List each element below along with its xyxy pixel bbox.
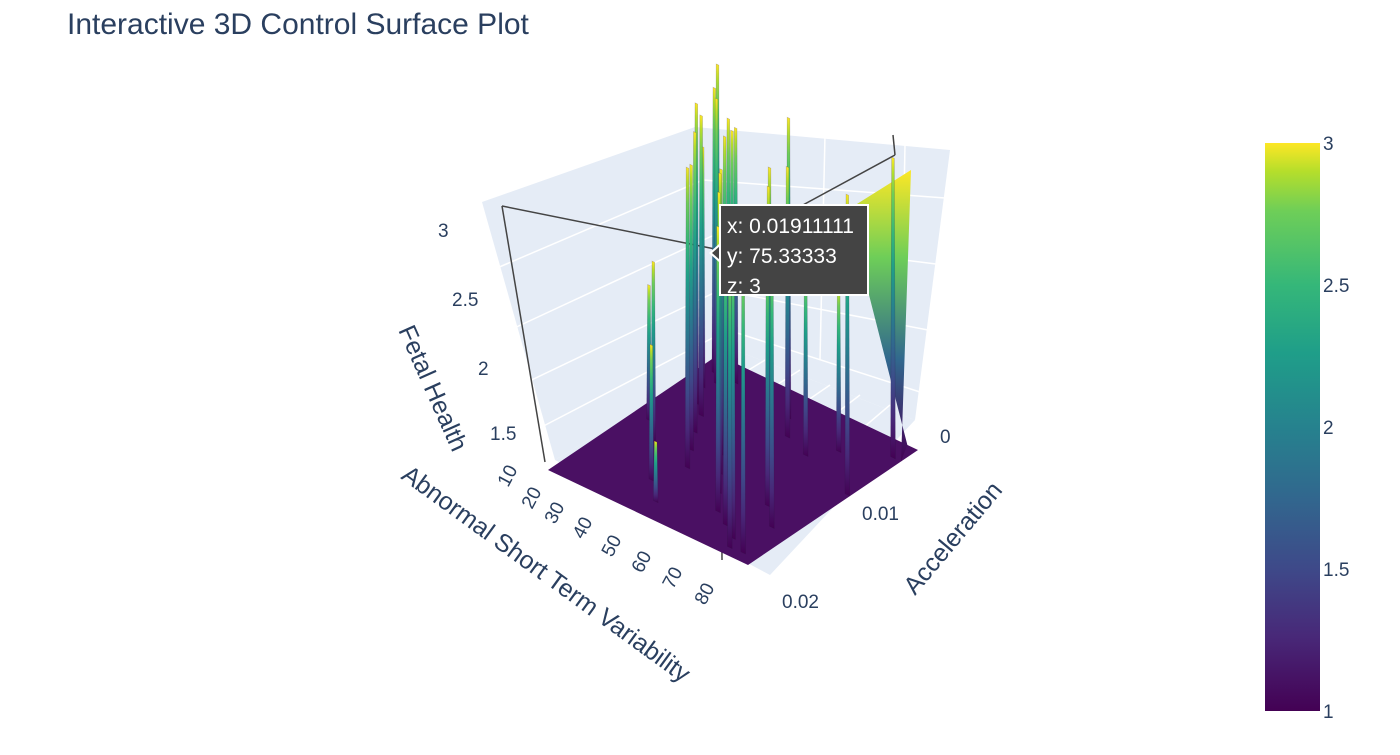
colorbar-gradient bbox=[1265, 143, 1320, 711]
colorbar-tick: 2.5 bbox=[1323, 276, 1349, 297]
y-tick: 80 bbox=[691, 580, 719, 609]
z-axis-title: Fetal Health bbox=[393, 321, 473, 456]
x-tick: 0.02 bbox=[782, 592, 819, 613]
y-tick: 20 bbox=[518, 484, 546, 513]
x-tick: 0.01 bbox=[862, 504, 899, 525]
colorbar-tick: 2 bbox=[1323, 418, 1334, 439]
y-tick: 40 bbox=[569, 514, 597, 543]
y-tick: 70 bbox=[659, 564, 687, 593]
back-wall-left bbox=[482, 127, 735, 460]
chart-title: Interactive 3D Control Surface Plot bbox=[67, 8, 529, 41]
x-tick: 0 bbox=[940, 427, 951, 448]
y-tick: 10 bbox=[494, 462, 522, 491]
hover-x: x: 0.01911111 bbox=[727, 215, 854, 238]
colorbar: 3 2.5 2 1.5 1 bbox=[1265, 134, 1349, 723]
colorbar-tick: 3 bbox=[1323, 134, 1334, 155]
x-axis-title: Acceleration bbox=[898, 476, 1008, 599]
hover-z: z: 3 bbox=[727, 275, 761, 298]
y-tick: 50 bbox=[598, 532, 626, 561]
y-tick: 30 bbox=[541, 499, 569, 528]
colorbar-tick: 1 bbox=[1323, 702, 1334, 723]
surface-spike bbox=[652, 440, 659, 504]
surface-spike bbox=[890, 156, 896, 460]
z-tick: 1.5 bbox=[490, 424, 516, 445]
z-tick: 2.5 bbox=[452, 290, 478, 311]
surface-spike bbox=[698, 114, 704, 418]
hover-tooltip: x: 0.01911111 y: 75.33333 z: 3 bbox=[719, 204, 869, 298]
surface-spike bbox=[692, 130, 698, 434]
surface-spike bbox=[688, 163, 694, 452]
surface-spike bbox=[835, 285, 842, 454]
z-tick: 2 bbox=[478, 359, 489, 380]
colorbar-tick: 1.5 bbox=[1323, 560, 1349, 581]
surface-spike bbox=[648, 343, 655, 482]
hover-y: y: 75.33333 bbox=[727, 245, 837, 268]
y-tick: 60 bbox=[628, 548, 656, 577]
hover-arrow-inner bbox=[712, 246, 720, 260]
z-tick: 3 bbox=[438, 221, 449, 242]
surface-spike bbox=[684, 166, 691, 470]
